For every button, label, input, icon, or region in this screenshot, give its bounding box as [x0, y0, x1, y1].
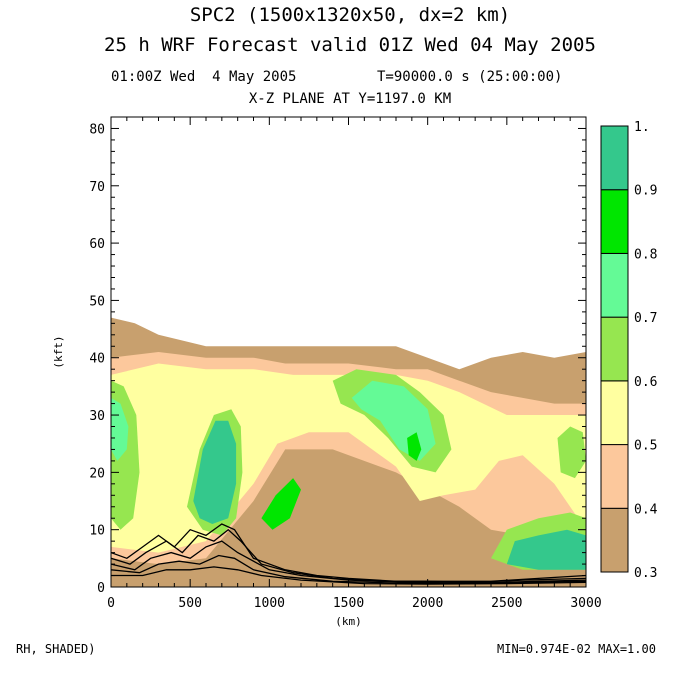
y-tick-label: 0 — [97, 581, 105, 596]
colorbar-swatch — [600, 252, 629, 318]
contour-lines — [111, 523, 586, 585]
shaded-regions — [111, 317, 586, 587]
chart-title-line2: 25 h WRF Forecast valid 01Z Wed 04 May 2… — [104, 34, 596, 56]
valid-time-label: 01:00Z Wed 4 May 2005 — [111, 69, 297, 85]
colorbar-swatch — [600, 380, 629, 446]
y-tick-label: 80 — [89, 122, 105, 137]
y-tick-label: 50 — [89, 294, 105, 309]
min-max-label: MIN=0.974E-02 MAX=1.00 — [497, 642, 656, 656]
region-right-core — [506, 529, 586, 570]
region-left-core — [111, 397, 129, 461]
colorbar-tick-label: 1. — [634, 120, 650, 135]
colorbar: 0.3 0.4 0.5 0.6 0.7 0.8 0.9 1. — [600, 120, 658, 581]
contour-2 — [111, 528, 586, 584]
colorbar-swatch — [600, 189, 629, 254]
axes: 0 500 1000 1500 2000 2500 3000 0 10 20 30 40 50 60 70 8… — [52, 117, 602, 628]
x-axis-label: (km) — [335, 615, 362, 628]
y-axis-label: (kft) — [52, 335, 65, 368]
region-far-right-cell — [557, 426, 586, 479]
colorbar-swatch — [600, 316, 629, 382]
colorbar-tick-label: 0.5 — [634, 439, 657, 454]
colorbar-swatch — [600, 507, 629, 573]
x-tick-label: 0 — [107, 596, 115, 611]
colorbar-tick-label: 0.4 — [634, 502, 658, 517]
x-tick-label: 3000 — [570, 596, 601, 611]
x-tick-label: 2000 — [412, 596, 443, 611]
x-tick-label: 2500 — [491, 596, 522, 611]
region-central-blob — [407, 432, 422, 461]
contour-3 — [111, 540, 586, 584]
y-tick-label: 10 — [89, 524, 105, 539]
y-tick-label: 70 — [89, 180, 105, 195]
colorbar-tick-label: 0.6 — [634, 375, 657, 390]
x-tick-label: 1000 — [254, 596, 285, 611]
chart-title-line1: SPC2 (1500x1320x50, dx=2 km) — [189, 4, 511, 26]
region-mid-streak — [261, 478, 301, 530]
y-tick-label: 60 — [89, 237, 105, 252]
y-tick-label: 30 — [89, 409, 105, 424]
x-tick-label: 1500 — [333, 596, 364, 611]
colorbar-tick-label: 0.3 — [634, 566, 657, 581]
colorbar-tick-label: 0.9 — [634, 184, 657, 199]
field-label: RH, SHADED) — [16, 642, 96, 656]
colorbar-swatch — [600, 444, 629, 509]
region-left-column-core — [193, 420, 237, 524]
colorbar-tick-label: 0.8 — [634, 247, 657, 262]
y-tick-label: 40 — [89, 352, 105, 367]
x-tick-label: 500 — [178, 596, 201, 611]
model-time-label: T=90000.0 s (25:00:00) — [377, 69, 563, 85]
contour-5 — [111, 566, 586, 585]
plane-label: X-Z PLANE AT Y=1197.0 KM — [248, 91, 452, 107]
y-tick-label: 20 — [89, 466, 105, 481]
colorbar-swatch — [600, 125, 629, 191]
colorbar-tick-label: 0.7 — [634, 311, 657, 326]
